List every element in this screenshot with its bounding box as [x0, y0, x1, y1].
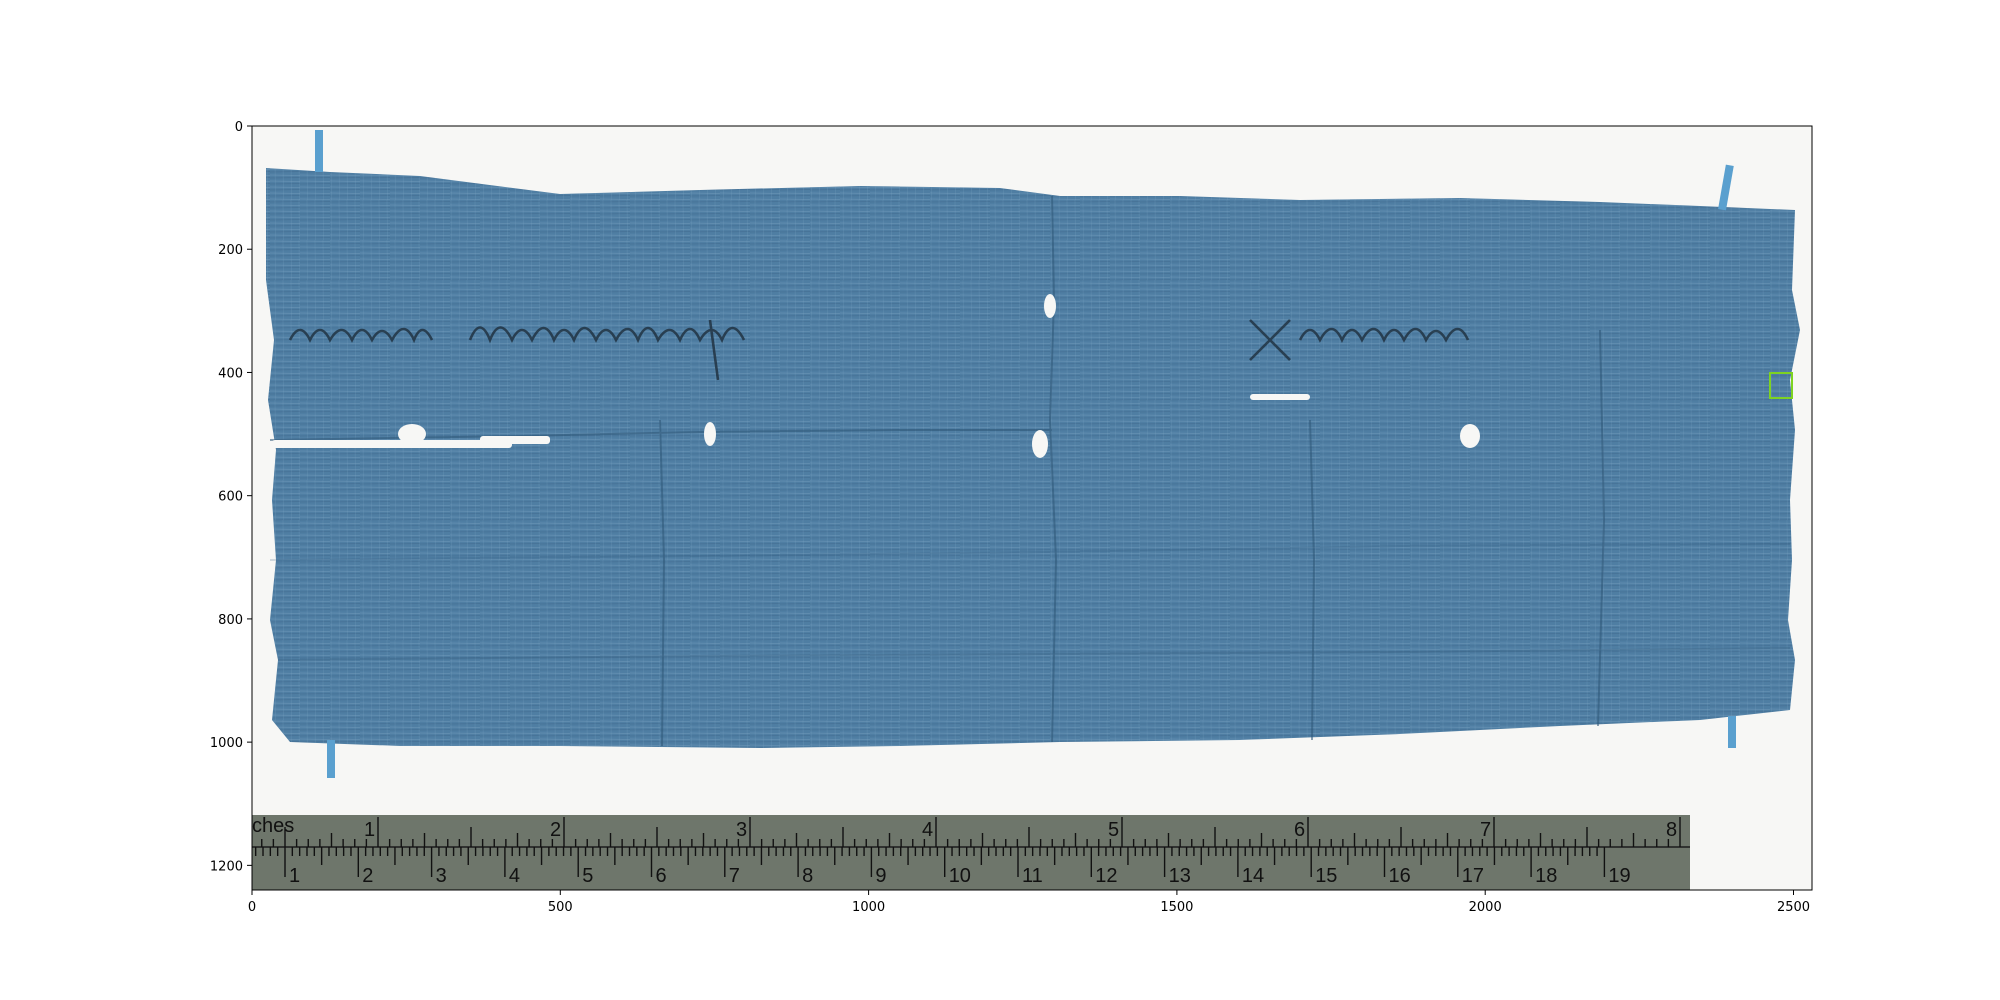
y-tick-label: 600	[218, 490, 243, 505]
x-tick-label: 0	[248, 900, 256, 915]
ruler-inch-label: ches	[252, 815, 294, 837]
x-tick-label: 2000	[1469, 900, 1502, 915]
y-tick-label: 0	[235, 120, 243, 135]
ruler-cm-number: 5	[582, 865, 593, 887]
ruler-cm-number: 19	[1608, 865, 1630, 887]
ruler-cm-number: 9	[875, 865, 886, 887]
ruler-inch-number: 8	[1666, 819, 1677, 841]
y-tick-label: 200	[218, 243, 243, 258]
ruler-cm-number: 17	[1462, 865, 1484, 887]
ruler-cm-number: 4	[509, 865, 520, 887]
ruler-inch-number: 5	[1108, 819, 1119, 841]
ruler-ticks	[254, 817, 1681, 877]
x-tick-label: 1500	[1160, 900, 1193, 915]
ruler-cm-number: 18	[1535, 865, 1557, 887]
papyrus-cracks	[269, 195, 1791, 747]
ruler-inch-labels: 1 2 3 4 5 6 7 8	[364, 819, 1677, 841]
y-axis: 0 200 400 600 800 1000 1200	[210, 120, 252, 874]
ruler-cm-number: 7	[729, 865, 740, 887]
ruler-inch-number: 1	[364, 819, 375, 841]
y-tick-label: 1200	[210, 859, 243, 874]
x-tick-label: 1000	[852, 900, 885, 915]
ruler-cm-number: 8	[802, 865, 813, 887]
green-rectangle-marker	[1769, 372, 1793, 399]
x-tick-label: 500	[548, 900, 573, 915]
y-tick-label: 400	[218, 366, 243, 381]
ruler-cm-number: 6	[656, 865, 667, 887]
ruler-cm-number: 11	[1022, 865, 1043, 887]
ruler-inch-number: 3	[736, 819, 747, 841]
ruler-cm-number: 15	[1315, 865, 1337, 887]
ruler-cm-number: 2	[362, 865, 373, 887]
ruler-cm-number: 3	[436, 865, 447, 887]
ink-script	[288, 319, 1470, 381]
ruler-cm-number: 13	[1169, 865, 1191, 887]
x-tick-label: 2500	[1777, 900, 1810, 915]
ruler-inch-number: 4	[922, 819, 933, 841]
ruler-inch-number: 2	[550, 819, 561, 841]
ruler-cm-labels: 1 2 3 4 5 6 7 8 9 10 11 12 13 14 15 16 17 18 19	[289, 865, 1631, 887]
axes-frame	[251, 125, 1813, 891]
mounting-tape	[315, 130, 1736, 778]
papyrus-holes	[272, 294, 1480, 458]
ruler-cm-number: 1	[289, 865, 300, 887]
ruler-cm-number: 10	[949, 865, 971, 887]
ruler-inch-number: 7	[1480, 819, 1491, 841]
ruler-cm-number: 16	[1389, 865, 1411, 887]
y-tick-label: 1000	[210, 736, 243, 751]
ruler-cm-number: 14	[1242, 865, 1264, 887]
x-axis: 0 500 1000 1500 2000 2500	[248, 890, 1810, 915]
ruler-cm-number: 12	[1095, 865, 1117, 887]
ruler-inch-number: 6	[1294, 819, 1305, 841]
y-tick-label: 800	[218, 613, 243, 628]
